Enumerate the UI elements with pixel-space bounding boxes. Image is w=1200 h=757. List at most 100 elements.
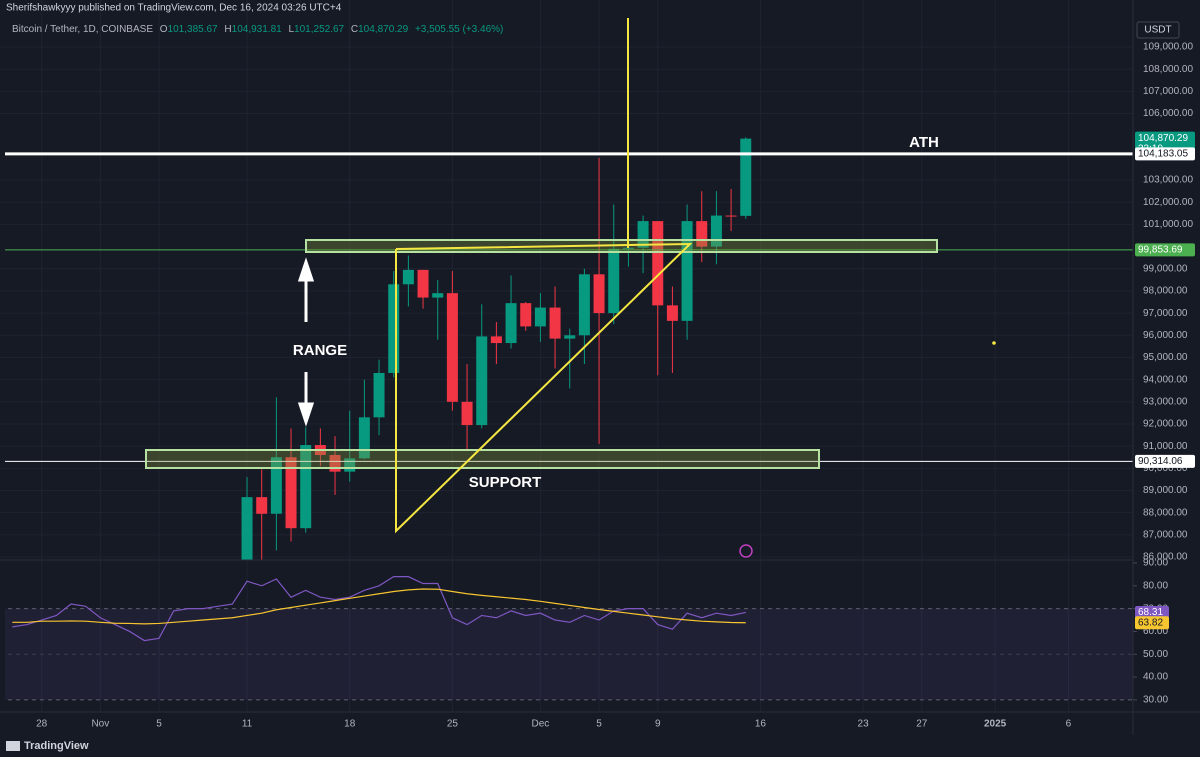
x-tick-label: 28 <box>36 719 48 730</box>
candle-body <box>490 336 502 344</box>
y-tick-label: 86,000.00 <box>1143 552 1188 563</box>
candle-body <box>578 274 590 336</box>
annotation: SUPPORT <box>469 474 542 491</box>
candle-body <box>608 248 620 314</box>
x-tick-label: 5 <box>596 719 602 730</box>
y-tick-label: 101,000.00 <box>1143 219 1193 230</box>
y-tick-label: 30.00 <box>1143 695 1168 706</box>
price-pane <box>5 137 1133 560</box>
y-tick-label: 95,000.00 <box>1143 352 1188 363</box>
x-tick-label: 5 <box>156 719 162 730</box>
x-tick-label: 9 <box>655 719 661 730</box>
candle-body <box>461 401 473 426</box>
candle-body <box>388 284 400 373</box>
change: +3,505.55 (+3.46%) <box>415 24 503 35</box>
y-tick-label: 94,000.00 <box>1143 374 1188 385</box>
key: O <box>160 24 168 35</box>
value: 104,931.81 <box>232 24 282 35</box>
candle-body <box>505 303 517 344</box>
candle-body <box>402 269 414 285</box>
price-label: 90,314.06 <box>1138 456 1183 467</box>
price-label-box <box>1135 243 1195 257</box>
y-tick-label: 50.00 <box>1143 649 1168 660</box>
candle-body <box>593 274 605 314</box>
candle-body <box>622 247 634 249</box>
y-tick-label: 92,000.00 <box>1143 419 1188 430</box>
candle-body <box>666 305 678 321</box>
candle-body <box>270 457 282 514</box>
price-label: 99,853.69 <box>1138 244 1183 255</box>
last-value-label: 63.82 <box>1138 617 1163 628</box>
annotation: ATH <box>909 134 939 151</box>
drawings: ATH RANGE SUPPORT <box>145 18 996 558</box>
y-tick-label: 87,000.00 <box>1143 529 1188 540</box>
y-tick-label: 60.00 <box>1143 626 1168 637</box>
y-tick-label: 107,000.00 <box>1143 86 1193 97</box>
y-tick-label: 88,000.00 <box>1143 507 1188 518</box>
x-tick-label: Dec <box>531 719 549 730</box>
y-tick-label: 96,000.00 <box>1143 330 1188 341</box>
candle-body <box>432 293 444 298</box>
candle-body <box>534 307 546 327</box>
candle-body <box>241 497 253 560</box>
y-tick-label: 91,000.00 <box>1143 441 1188 452</box>
y-tick-label: 97,000.00 <box>1143 308 1188 319</box>
triangle <box>395 242 693 534</box>
logo <box>6 741 20 751</box>
y-tick-label: 89,000.00 <box>1143 485 1188 496</box>
candle-body <box>417 269 429 298</box>
candle-body <box>710 215 722 247</box>
y-tick-label: 108,000.00 <box>1143 64 1193 75</box>
price-label-box <box>1135 454 1195 468</box>
candle-body <box>344 458 356 472</box>
key: C <box>351 24 358 35</box>
candle-body <box>725 215 737 217</box>
currency[interactable]: USDT <box>1144 25 1171 36</box>
key: H <box>224 24 231 35</box>
event-icon <box>739 544 753 558</box>
candle-body <box>373 372 385 418</box>
y-tick-label: 109,000.00 <box>1143 42 1193 53</box>
rsi-pane <box>5 576 1133 701</box>
candle-body <box>329 455 341 472</box>
symbol: Bitcoin / Tether, 1D, COINBASE <box>12 24 153 35</box>
candle-body <box>740 138 752 216</box>
x-tick-label: 25 <box>447 719 459 730</box>
grid <box>0 0 1133 712</box>
x-tick-label: 11 <box>242 719 253 730</box>
price-label-box <box>1135 147 1195 161</box>
candle-body <box>300 445 312 529</box>
dot <box>992 341 996 345</box>
last-value-box <box>1135 605 1169 619</box>
candle-body <box>549 307 561 339</box>
candle-body <box>476 336 488 426</box>
candle-body <box>256 497 268 514</box>
candle-body <box>681 221 693 321</box>
y-tick-label: 103,000.00 <box>1143 175 1193 186</box>
axes: 28 Nov 5 11 18 25 Dec 5 9 16 23 27 2025 6 86,000.00 87,… <box>36 42 1195 730</box>
annotation: RANGE <box>293 342 347 359</box>
y-tick-label: 106,000.00 <box>1143 108 1193 119</box>
value: 101,385.67 <box>168 24 218 35</box>
x-tick-label: 18 <box>344 719 356 730</box>
candle-body <box>446 293 458 402</box>
x-tick-label: 23 <box>858 719 870 730</box>
currency-box[interactable] <box>1136 21 1180 39</box>
candle-body <box>696 221 708 247</box>
x-tick-label: 6 <box>1066 719 1072 730</box>
y-tick-label: 98,000.00 <box>1143 286 1188 297</box>
candle-body <box>652 221 664 306</box>
x-tick-label: 27 <box>916 719 928 730</box>
header: Sherifshawkyyy published on TradingView.… <box>6 3 342 14</box>
key: L <box>288 24 294 35</box>
price-label: 104,183.05 <box>1138 148 1188 159</box>
support-zone <box>145 449 820 469</box>
price-label: 104,870.29 <box>1138 133 1188 144</box>
x-tick-label: 2025 <box>984 719 1007 730</box>
arrow-up <box>297 257 315 322</box>
candle-body <box>358 417 370 459</box>
y-tick-label: 99,000.00 <box>1143 263 1188 274</box>
footer: TradingView <box>24 740 89 752</box>
